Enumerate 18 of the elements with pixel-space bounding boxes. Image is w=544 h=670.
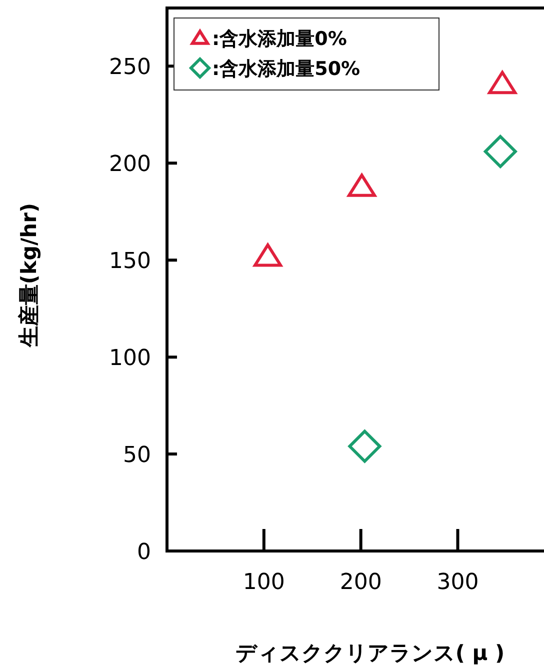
x-axis-title: ディスククリアランス( μ ) [235,641,505,665]
x-tick-label: 200 [340,570,382,595]
point [484,135,517,168]
y-tick-label: 100 [109,346,151,372]
y-tick-label: 250 [109,55,151,80]
x-tick-label: 100 [242,570,285,595]
x-tick-label: 300 [436,570,479,595]
point [488,70,517,94]
y-tick-label: 150 [109,249,151,274]
y-tick-label: 50 [123,443,151,468]
y-tick-label: 200 [109,152,151,178]
point [348,174,376,197]
legend-label: :含水添加量0% [212,28,347,50]
y-tick-label: 0 [137,540,151,565]
point [348,430,382,463]
y-axis-title: 生産量(kg/hr) [17,202,41,348]
legend-label: :含水添加量50% [212,58,360,80]
point [254,243,282,267]
